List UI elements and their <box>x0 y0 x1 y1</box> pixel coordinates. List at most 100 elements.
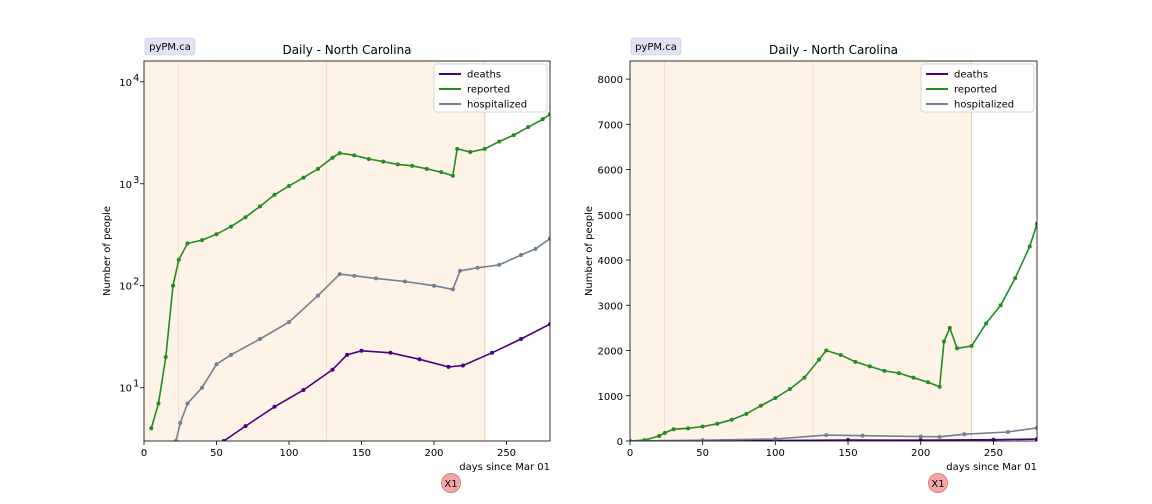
x1-button-label[interactable]: X1 <box>444 479 457 490</box>
data-point-reported <box>540 117 545 122</box>
data-point-deaths <box>359 348 364 353</box>
x1-button-right[interactable]: X1 <box>928 473 948 493</box>
data-point-reported <box>896 371 901 376</box>
data-point-reported <box>729 417 734 422</box>
data-point-hospitalized <box>962 432 967 437</box>
data-point-hospitalized <box>548 236 550 241</box>
data-point-reported <box>171 283 175 288</box>
data-point-deaths <box>461 363 465 368</box>
data-point-reported <box>548 112 550 117</box>
data-point-hospitalized <box>1005 429 1010 434</box>
y-tick-label: 5000 <box>598 211 623 222</box>
x-tick-label: 0 <box>627 448 633 459</box>
legend-box <box>920 63 1035 113</box>
data-point-reported <box>455 146 460 151</box>
data-point-reported <box>272 192 277 197</box>
legend-label-reported: reported <box>467 85 510 96</box>
data-point-hospitalized <box>200 385 204 390</box>
data-point-hospitalized <box>403 279 407 284</box>
y-axis-label: Number of people <box>102 206 113 296</box>
data-point-hospitalized <box>337 272 342 277</box>
x1-button-circle[interactable] <box>441 473 461 493</box>
data-point-reported <box>450 173 455 178</box>
x1-button-right-label[interactable]: X1 <box>931 479 944 490</box>
data-point-reported <box>243 215 248 220</box>
data-point-reported <box>941 339 946 344</box>
data-point-hospitalized <box>860 433 865 438</box>
y-tick-label: 8000 <box>598 75 623 86</box>
data-point-reported <box>816 357 821 362</box>
y-tick-label: 2000 <box>598 347 623 358</box>
data-point-hospitalized <box>316 293 320 298</box>
data-point-deaths <box>918 438 923 441</box>
data-point-reported <box>824 348 829 353</box>
legend-label-reported: reported <box>954 85 997 96</box>
legend-label-deaths: deaths <box>467 70 501 81</box>
x-tick-label: 200 <box>424 448 443 459</box>
data-point-reported <box>853 359 858 364</box>
data-point-hospitalized <box>773 437 778 441</box>
x-tick-label: 100 <box>279 448 298 459</box>
x-tick-label: 150 <box>352 448 371 459</box>
data-point-reported <box>802 375 807 380</box>
data-point-deaths <box>301 387 306 392</box>
data-point-reported <box>984 321 989 326</box>
y-axis-label: Number of people <box>584 206 595 296</box>
pypm-badge-box <box>144 37 196 56</box>
x-tick-label: 50 <box>210 448 223 459</box>
data-point-reported <box>925 380 930 385</box>
data-point-reported <box>700 424 705 429</box>
x-axis-label: days since Mar 01 <box>946 462 1037 473</box>
y-tick-label: 10 <box>119 282 132 293</box>
data-point-deaths <box>991 437 996 441</box>
data-point-hospitalized <box>173 439 178 441</box>
data-point-reported <box>937 384 942 389</box>
data-point-deaths <box>519 337 523 342</box>
data-point-reported <box>482 146 487 151</box>
y-tick-label: 0 <box>617 437 623 448</box>
data-point-reported <box>163 354 168 359</box>
data-point-hospitalized <box>475 265 480 270</box>
data-point-deaths <box>1035 437 1037 441</box>
x-tick-label: 150 <box>838 448 857 459</box>
data-point-hospitalized <box>937 434 942 439</box>
chart-title: Daily - North Carolina <box>769 43 898 57</box>
x1-button-right-circle[interactable] <box>928 473 948 493</box>
data-point-reported <box>352 153 357 158</box>
data-point-hospitalized <box>700 438 705 441</box>
data-point-reported <box>149 426 154 431</box>
data-point-reported <box>773 396 778 401</box>
data-point-hospitalized <box>178 421 183 426</box>
x-tick-label: 100 <box>766 448 785 459</box>
data-point-reported <box>758 403 763 408</box>
data-point-hospitalized <box>458 268 463 273</box>
data-point-reported <box>301 175 306 180</box>
series-group <box>149 112 550 441</box>
data-point-deaths <box>221 439 226 441</box>
data-point-reported <box>969 344 974 348</box>
x1-button[interactable]: X1 <box>441 473 461 493</box>
data-point-reported <box>526 125 531 130</box>
data-point-hospitalized <box>918 434 923 439</box>
data-point-deaths <box>330 367 335 372</box>
period-band <box>813 61 972 441</box>
data-point-reported <box>998 303 1003 308</box>
data-point-reported <box>662 430 667 435</box>
x-tick-label: 250 <box>497 448 516 459</box>
data-point-hospitalized <box>352 273 357 278</box>
data-point-reported <box>882 368 887 373</box>
data-point-hospitalized <box>214 362 219 367</box>
data-point-reported <box>787 386 792 391</box>
data-point-reported <box>1027 244 1032 249</box>
data-point-reported <box>366 156 371 161</box>
data-point-reported <box>156 401 161 406</box>
data-point-hospitalized <box>1035 425 1037 430</box>
legend-label-hospitalized: hospitalized <box>467 100 527 111</box>
data-point-reported <box>176 257 181 262</box>
x-tick-label: 50 <box>696 448 709 459</box>
data-point-hospitalized <box>450 287 455 292</box>
data-point-hospitalized <box>374 276 378 281</box>
y-tick-exponent: 1 <box>133 379 139 390</box>
chart-title: Daily - North Carolina <box>282 43 411 57</box>
